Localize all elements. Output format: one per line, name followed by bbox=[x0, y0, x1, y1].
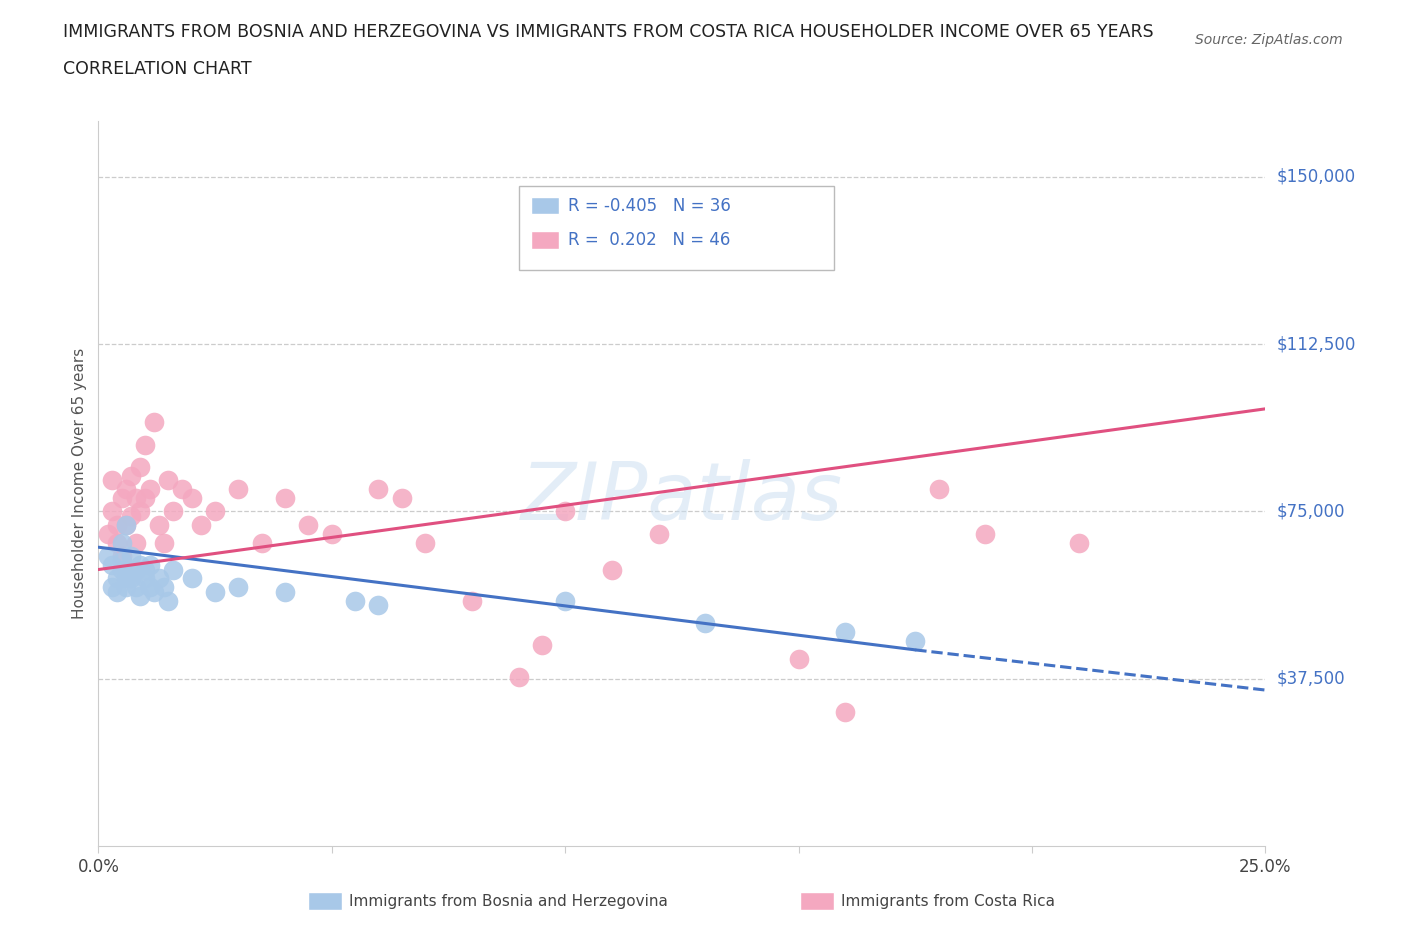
Text: IMMIGRANTS FROM BOSNIA AND HERZEGOVINA VS IMMIGRANTS FROM COSTA RICA HOUSEHOLDER: IMMIGRANTS FROM BOSNIA AND HERZEGOVINA V… bbox=[63, 23, 1154, 41]
Point bbox=[111, 562, 134, 577]
Text: $112,500: $112,500 bbox=[1277, 335, 1355, 353]
Point bbox=[152, 536, 174, 551]
Point bbox=[554, 593, 576, 608]
Point bbox=[111, 549, 134, 564]
Point bbox=[508, 670, 530, 684]
Text: ZIPatlas: ZIPatlas bbox=[520, 459, 844, 538]
Point bbox=[321, 526, 343, 541]
Point bbox=[134, 562, 156, 577]
Point bbox=[120, 571, 142, 586]
Point bbox=[111, 491, 134, 506]
Point bbox=[134, 491, 156, 506]
Point bbox=[101, 558, 124, 573]
Point bbox=[152, 580, 174, 595]
Text: Immigrants from Costa Rica: Immigrants from Costa Rica bbox=[841, 894, 1054, 909]
Text: CORRELATION CHART: CORRELATION CHART bbox=[63, 60, 252, 78]
Point bbox=[120, 549, 142, 564]
Point bbox=[1067, 536, 1090, 551]
Point bbox=[105, 536, 128, 551]
Point bbox=[125, 580, 148, 595]
Point bbox=[157, 593, 180, 608]
FancyBboxPatch shape bbox=[531, 232, 560, 248]
Point bbox=[204, 584, 226, 599]
Point bbox=[461, 593, 484, 608]
Point bbox=[143, 584, 166, 599]
Point bbox=[129, 504, 152, 519]
Point bbox=[367, 482, 389, 497]
Point bbox=[228, 580, 250, 595]
Text: $37,500: $37,500 bbox=[1277, 670, 1346, 688]
Text: Immigrants from Bosnia and Herzegovina: Immigrants from Bosnia and Herzegovina bbox=[349, 894, 668, 909]
Point bbox=[115, 482, 138, 497]
Point bbox=[250, 536, 273, 551]
Point bbox=[180, 491, 202, 506]
Point bbox=[148, 517, 170, 532]
Point bbox=[162, 504, 184, 519]
Point bbox=[101, 580, 124, 595]
Point bbox=[125, 562, 148, 577]
Text: Source: ZipAtlas.com: Source: ZipAtlas.com bbox=[1195, 33, 1343, 46]
Point bbox=[148, 571, 170, 586]
Point bbox=[190, 517, 212, 532]
Text: $75,000: $75,000 bbox=[1277, 502, 1346, 521]
Point bbox=[129, 558, 152, 573]
Point bbox=[367, 598, 389, 613]
Point bbox=[143, 415, 166, 430]
Point bbox=[139, 580, 162, 595]
Point bbox=[97, 549, 120, 564]
Point bbox=[413, 536, 436, 551]
Point bbox=[904, 633, 927, 648]
Point bbox=[101, 472, 124, 487]
Point bbox=[928, 482, 950, 497]
Point bbox=[120, 469, 142, 484]
Point bbox=[554, 504, 576, 519]
Text: $150,000: $150,000 bbox=[1277, 167, 1355, 186]
Point bbox=[172, 482, 194, 497]
Point bbox=[228, 482, 250, 497]
Point bbox=[162, 562, 184, 577]
Point bbox=[834, 705, 856, 720]
Point bbox=[115, 580, 138, 595]
Point bbox=[105, 571, 128, 586]
Point bbox=[134, 437, 156, 452]
Point bbox=[297, 517, 319, 532]
Point bbox=[120, 509, 142, 524]
Point bbox=[115, 517, 138, 532]
Point bbox=[125, 491, 148, 506]
Y-axis label: Householder Income Over 65 years: Householder Income Over 65 years bbox=[72, 348, 87, 619]
FancyBboxPatch shape bbox=[519, 186, 834, 270]
Point bbox=[129, 589, 152, 604]
Point bbox=[834, 625, 856, 640]
Point bbox=[111, 536, 134, 551]
Point bbox=[647, 526, 669, 541]
Point bbox=[115, 571, 138, 586]
Point bbox=[157, 472, 180, 487]
Point bbox=[344, 593, 367, 608]
Point bbox=[974, 526, 997, 541]
Point bbox=[391, 491, 413, 506]
Point bbox=[180, 571, 202, 586]
Point bbox=[600, 562, 623, 577]
Text: R = -0.405   N = 36: R = -0.405 N = 36 bbox=[568, 197, 731, 215]
Point bbox=[274, 584, 297, 599]
Point bbox=[125, 536, 148, 551]
Point bbox=[695, 616, 717, 631]
Text: R =  0.202   N = 46: R = 0.202 N = 46 bbox=[568, 231, 730, 249]
Point bbox=[139, 482, 162, 497]
Point bbox=[101, 504, 124, 519]
Point bbox=[139, 558, 162, 573]
Point bbox=[97, 526, 120, 541]
FancyBboxPatch shape bbox=[531, 197, 560, 215]
Point bbox=[787, 651, 810, 666]
Point bbox=[530, 638, 553, 653]
Point bbox=[134, 571, 156, 586]
Point bbox=[105, 517, 128, 532]
Point bbox=[111, 553, 134, 568]
Point bbox=[129, 459, 152, 474]
Point bbox=[274, 491, 297, 506]
Point bbox=[204, 504, 226, 519]
Point bbox=[115, 517, 138, 532]
Point bbox=[105, 584, 128, 599]
